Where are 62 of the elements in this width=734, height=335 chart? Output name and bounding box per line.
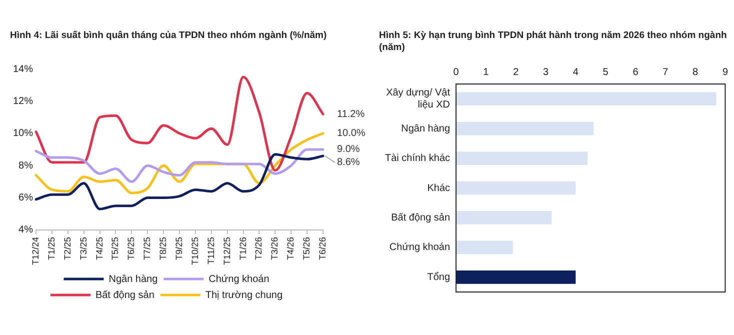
x-tick-label: T12/24 [30, 236, 40, 266]
y-tick-label: 10% [13, 128, 34, 140]
x-tick-label: T10/25 [190, 236, 200, 266]
data-label: 9.0% [337, 144, 360, 156]
y-tick-label: Chứng khoán [389, 242, 450, 254]
y-tick-label: Xây dựng/ Vật liệu XD [386, 88, 450, 111]
x-tick-label: 0 [453, 66, 460, 78]
y-tick-label: Bất động sản [391, 212, 450, 224]
bar [456, 181, 576, 195]
y-tick-label: 14% [13, 64, 34, 75]
chart-title: Hình 5: Kỳ hạn trung bình TPDN phát hành trong năm 2026 theo nhóm ngành (năm) [379, 30, 728, 55]
x-tick-label: T2/26 [254, 236, 264, 260]
data-label: 10.0% [337, 128, 366, 140]
bar [456, 270, 576, 284]
x-tick-label: 5 [602, 66, 609, 78]
x-tick-label: T9/25 [174, 236, 184, 260]
x-tick-label: 4 [572, 66, 579, 78]
legend-label: Thị trường chung [205, 290, 283, 301]
x-tick-label: T7/25 [142, 236, 152, 260]
x-tick-label: T5/25 [110, 236, 120, 260]
x-tick-label: 8 [692, 66, 699, 78]
legend-label: Ngân hàng [108, 274, 158, 285]
x-tick-label: 6 [632, 66, 639, 78]
x-tick-label: T5/26 [302, 236, 312, 260]
x-tick-label: 2 [513, 66, 520, 78]
data-label: 11.2% [337, 108, 365, 120]
x-tick-label: T4/25 [94, 236, 104, 260]
line-series [34, 148, 324, 183]
y-tick-label: Tổng [427, 270, 450, 283]
bar [456, 211, 552, 224]
bar [456, 92, 716, 106]
y-tick-label: 4% [18, 224, 34, 236]
line-series [34, 76, 324, 172]
y-tick-label: Khác [427, 182, 450, 194]
y-tick-label: 8% [18, 160, 34, 172]
y-tick-label: 12% [13, 96, 34, 107]
x-tick-label: T4/26 [286, 236, 296, 260]
legend-label: Chứng khoán [208, 274, 270, 285]
bar [456, 240, 513, 254]
x-tick-label: T12/25 [222, 236, 232, 266]
x-tick-label: T1/25 [46, 236, 56, 260]
x-tick-label: T11/25 [206, 236, 216, 264]
x-tick-label: T6/26 [317, 236, 328, 260]
x-tick-label: T3/25 [78, 236, 88, 260]
x-tick-label: T3/26 [270, 236, 280, 260]
x-tick-label: T2/25 [62, 236, 72, 260]
bar [456, 152, 588, 165]
data-label: 8.6% [337, 157, 360, 168]
bar [456, 122, 594, 136]
y-tick-label: 6% [18, 192, 34, 204]
y-tick-label: Ngân hàng [401, 123, 450, 134]
legend-label: Bất động sản [95, 290, 154, 301]
x-tick-label: 7 [662, 66, 669, 78]
x-tick-label: T1/26 [238, 236, 248, 260]
x-tick-label: T8/25 [158, 236, 168, 260]
x-tick-label: T6/25 [126, 236, 136, 260]
line-series [34, 153, 324, 210]
chart-title: Hình 4: Lãi suất bình quân tháng của TPDN theo nhóm ngành (%/năm) [10, 30, 328, 43]
x-tick-label: 3 [542, 66, 549, 78]
y-tick-label: Tài chính khác [384, 153, 450, 164]
x-tick-label: 1 [483, 66, 490, 78]
x-tick-label: 9 [722, 66, 728, 78]
